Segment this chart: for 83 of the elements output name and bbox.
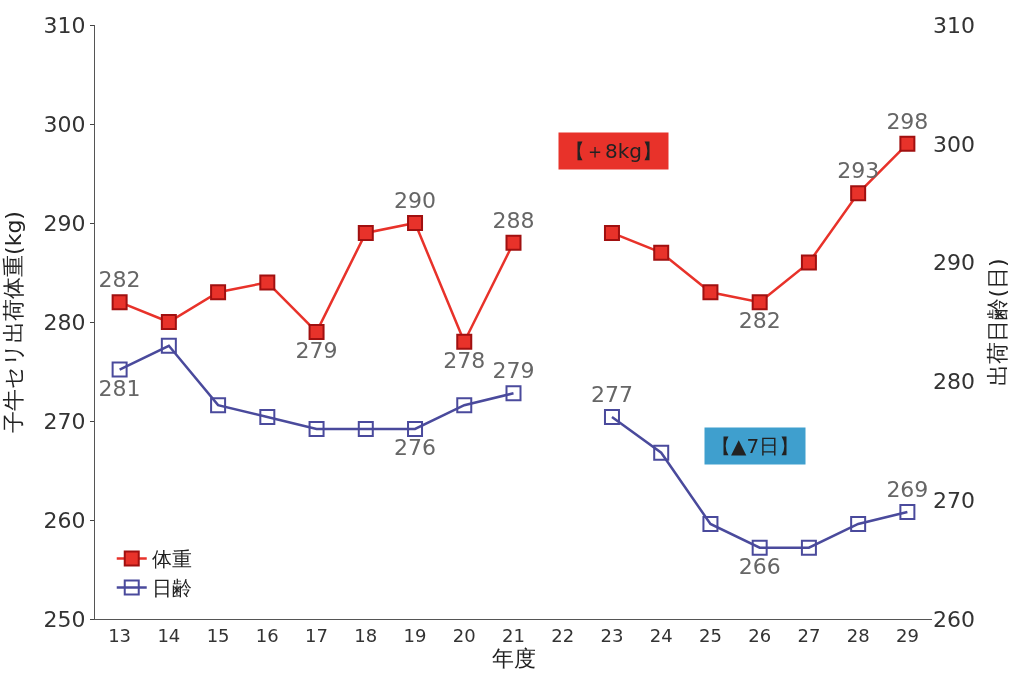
point xyxy=(160,314,177,330)
x-tick-label: 19 xyxy=(403,624,427,646)
y-tick-label: 250 xyxy=(43,606,86,632)
y-tick-label: 310 xyxy=(43,12,86,38)
point xyxy=(259,409,276,426)
point xyxy=(899,135,916,152)
annotation: 【▲7日】 xyxy=(711,434,800,458)
point xyxy=(800,539,817,556)
point xyxy=(308,420,325,437)
data-label: 276 xyxy=(394,435,437,461)
point xyxy=(160,337,177,354)
data-label: 279 xyxy=(295,338,338,364)
point xyxy=(407,420,424,437)
point xyxy=(800,254,817,271)
point xyxy=(357,224,374,241)
data-label: 298 xyxy=(886,108,929,134)
point xyxy=(210,284,227,301)
point xyxy=(702,515,719,532)
point xyxy=(259,274,276,291)
y2-tick-label: 260 xyxy=(933,606,975,632)
point xyxy=(210,397,227,414)
y2-axis-title: 出荷日齢(日) xyxy=(984,258,1010,386)
y-tick-label: 280 xyxy=(43,309,86,335)
x-tick-label: 29 xyxy=(895,624,919,646)
point xyxy=(603,224,620,241)
point xyxy=(505,385,522,402)
legend-label: 体重 xyxy=(151,547,192,572)
point xyxy=(357,420,374,437)
y-tick-label: 290 xyxy=(43,210,86,236)
y2-tick-label: 280 xyxy=(933,369,975,395)
x-tick-label: 15 xyxy=(206,624,230,646)
data-label: 266 xyxy=(738,553,781,579)
point xyxy=(111,361,128,378)
point xyxy=(407,215,424,231)
y-axis-title: 子牛セリ出荷体重(kg) xyxy=(1,211,27,433)
x-tick-label: 20 xyxy=(452,624,476,646)
point xyxy=(850,185,867,202)
x-tick-label: 28 xyxy=(846,624,870,646)
y2-tick-label: 290 xyxy=(933,250,975,276)
data-label: 281 xyxy=(98,375,141,401)
x-axis-title: 年度 xyxy=(491,645,536,671)
data-label: 290 xyxy=(394,187,437,213)
x-tick-label: 16 xyxy=(255,624,279,646)
x-tick-label: 26 xyxy=(748,624,772,646)
point xyxy=(751,539,768,556)
point xyxy=(456,397,473,414)
data-label: 288 xyxy=(492,207,535,233)
point xyxy=(505,234,522,251)
x-tick-label: 27 xyxy=(797,624,821,646)
x-tick-label: 17 xyxy=(305,624,329,646)
y2-tick-label: 270 xyxy=(933,487,975,513)
point xyxy=(653,444,670,461)
point xyxy=(850,515,867,532)
data-label: 278 xyxy=(443,348,486,374)
point xyxy=(456,333,473,350)
y2-tick-label: 300 xyxy=(933,131,975,157)
point xyxy=(308,323,325,340)
y2-tick-label: 310 xyxy=(933,12,975,38)
point xyxy=(653,244,670,261)
y-tick-label: 300 xyxy=(43,111,86,137)
data-label: 277 xyxy=(590,381,633,407)
data-label: 269 xyxy=(886,476,929,502)
point xyxy=(702,284,719,301)
x-tick-label: 18 xyxy=(354,624,378,646)
point xyxy=(603,409,620,426)
data-label: 293 xyxy=(837,158,880,184)
x-tick-label: 22 xyxy=(551,624,575,646)
x-tick-label: 25 xyxy=(698,624,722,646)
data-label: 282 xyxy=(98,266,141,292)
x-tick-label: 23 xyxy=(600,624,624,646)
x-tick-label: 21 xyxy=(502,624,525,646)
x-tick-label: 24 xyxy=(649,624,673,646)
x-tick-label: 14 xyxy=(157,624,181,646)
point xyxy=(111,294,128,311)
point xyxy=(899,504,916,521)
x-tick-label: 13 xyxy=(108,624,132,646)
point xyxy=(751,294,768,311)
legend-label: 日齢 xyxy=(151,576,192,601)
data-label: 282 xyxy=(738,308,781,334)
y-tick-label: 270 xyxy=(43,408,86,434)
annotation: 【＋8kg】 xyxy=(565,139,663,163)
y-tick-label: 260 xyxy=(43,507,86,533)
data-label: 279 xyxy=(492,358,535,384)
